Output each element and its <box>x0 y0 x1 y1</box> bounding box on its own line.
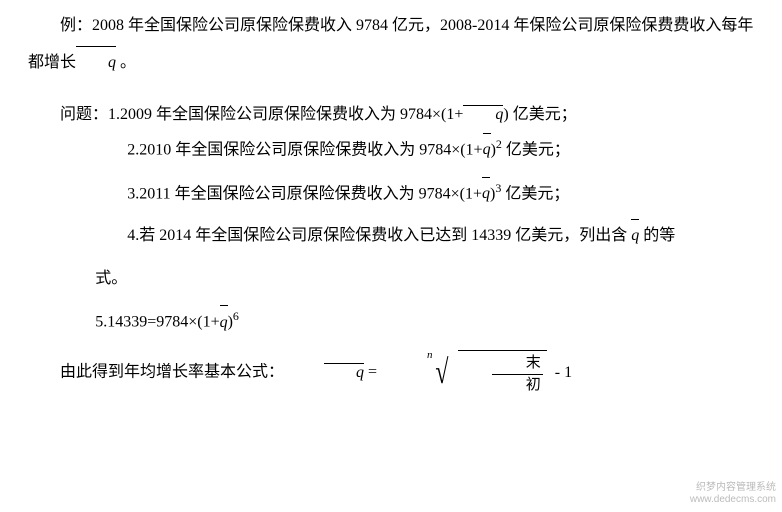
q-bar: q <box>76 45 116 82</box>
question-line-3: 3.2011 年全国保险公司原保险保费收入为 9784×(1+q)3 亿美元； <box>127 174 754 214</box>
minus-one: - 1 <box>551 364 572 381</box>
item2-c: 亿美元； <box>502 141 570 158</box>
fraction-numerator: 末 <box>492 353 543 375</box>
question-label: 问题： <box>60 106 108 123</box>
item3-c: 亿美元； <box>501 185 569 202</box>
question-line-4: 4.若 2014 年全国保险公司原保险保费收入已达到 14339 亿美元，列出含… <box>127 217 754 255</box>
item1-b: ) 亿美元； <box>503 106 576 123</box>
item2-a: 2.2010 年全国保险公司原保险保费收入为 9784×(1+ <box>127 141 482 158</box>
q-bar: q <box>483 131 491 169</box>
intro-suffix: 。 <box>116 54 136 71</box>
equals-sign: = <box>364 364 381 381</box>
nth-root: n√末初 <box>381 350 547 396</box>
radicand: 末初 <box>458 350 547 396</box>
question-line-4b: 式。 <box>95 260 754 298</box>
q-bar: q <box>631 217 639 255</box>
item4-sub: 式。 <box>95 270 127 287</box>
radical-sign-icon: √ <box>413 356 448 390</box>
watermark-line1: 织梦内容管理系统 <box>690 482 776 494</box>
conclusion-paragraph: 由此得到年均增长率基本公式： q = n√末初 - 1 <box>28 350 754 396</box>
formula: q = n√末初 - 1 <box>292 350 572 396</box>
item1-a: 1.2009 年全国保险公司原保险保费收入为 9784×(1+ <box>108 106 463 123</box>
watermark: 织梦内容管理系统 www.dedecms.com <box>690 482 776 506</box>
item4-a: 4.若 2014 年全国保险公司原保险保费收入已达到 14339 亿美元，列出含 <box>127 227 631 244</box>
watermark-line2: www.dedecms.com <box>690 494 776 506</box>
question-line-1: 问题：1.2009 年全国保险公司原保险保费收入为 9784×(1+q) 亿美元… <box>28 104 754 126</box>
item5-a: 5.14339=9784×(1+ <box>95 314 219 331</box>
intro-text: 例：2008 年全国保险公司原保险保费收入 9784 亿元，2008-2014 … <box>28 17 753 71</box>
q-bar: q <box>463 104 503 126</box>
exp-6: 6 <box>233 309 239 323</box>
conclusion-text: 由此得到年均增长率基本公式： <box>60 364 284 381</box>
item3-a: 3.2011 年全国保险公司原保险保费收入为 9784×(1+ <box>127 185 482 202</box>
question-line-5: 5.14339=9784×(1+q)6 <box>95 302 754 342</box>
item4-b: 的等 <box>639 227 675 244</box>
q-bar: q <box>482 175 490 213</box>
fraction-denominator: 初 <box>492 375 543 396</box>
fraction: 末初 <box>492 353 543 396</box>
q-bar: q <box>220 304 228 342</box>
q-bar: q <box>324 362 364 384</box>
intro-paragraph: 例：2008 年全国保险公司原保险保费收入 9784 亿元，2008-2014 … <box>28 8 754 82</box>
question-line-2: 2.2010 年全国保险公司原保险保费收入为 9784×(1+q)2 亿美元； <box>127 130 754 170</box>
